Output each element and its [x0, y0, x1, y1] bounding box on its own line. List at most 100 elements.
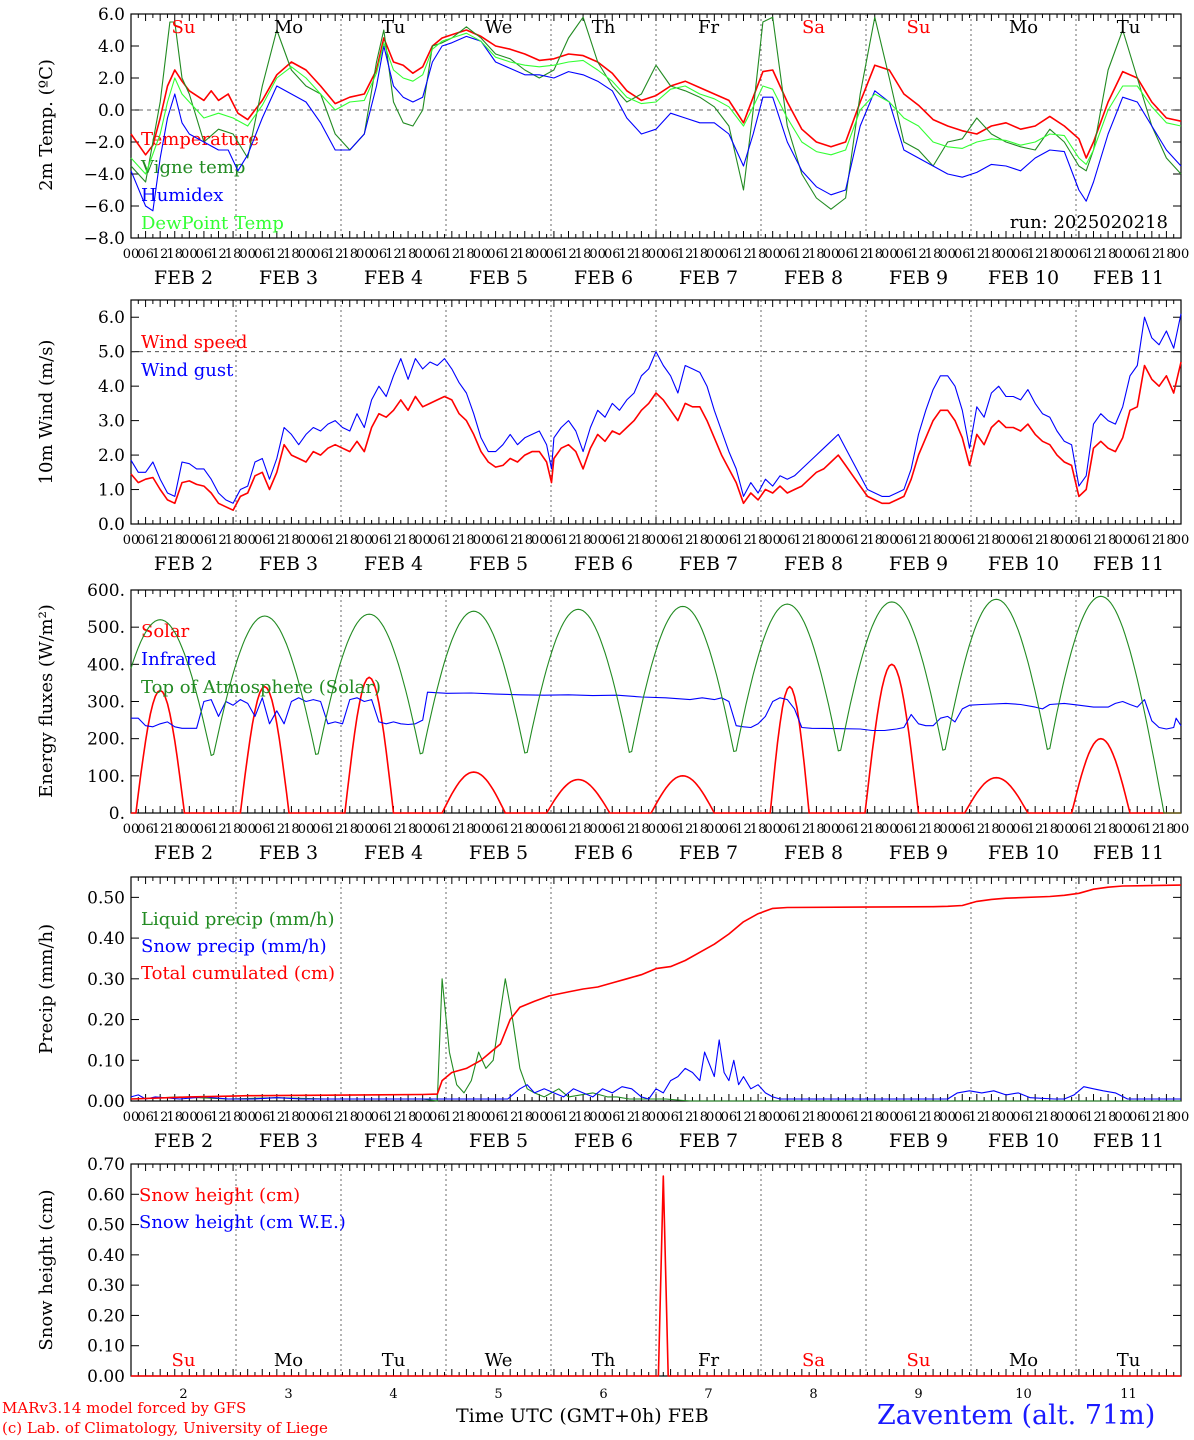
hour-tick-label: 18 [750, 822, 767, 837]
hour-tick-label: 18 [575, 247, 592, 262]
hour-tick-label: 18 [633, 533, 650, 548]
y-tick-label: 100. [87, 767, 125, 787]
hour-tick-label: 18 [166, 822, 183, 837]
hour-tick-label: 12 [269, 822, 286, 837]
hour-tick-label: 12 [327, 533, 344, 548]
date-label: FEB 6 [574, 1130, 633, 1152]
hour-tick-label: 18 [516, 533, 533, 548]
hour-tick-label: 00 [414, 247, 431, 262]
hour-tick-label: 12 [385, 247, 402, 262]
hour-tick-label: 00 [181, 1110, 198, 1125]
hour-tick-label: 00 [1114, 247, 1131, 262]
hour-tick-label: 06 [254, 1110, 271, 1125]
hour-tick-label: 06 [429, 822, 446, 837]
y-tick-label: 0. [109, 804, 125, 824]
day-name-label: Tu [1117, 17, 1141, 38]
hour-tick-label: 00 [998, 247, 1015, 262]
y-tick-label: 0.30 [87, 970, 125, 990]
day-name-label: Tu [1117, 1350, 1141, 1371]
legend-entry: Wind speed [141, 332, 247, 353]
hour-tick-label: 18 [925, 247, 942, 262]
hour-tick-label: 06 [604, 247, 621, 262]
y-tick-label: 4.0 [98, 377, 125, 397]
hour-tick-label: 00 [939, 533, 956, 548]
hour-tick-label: 06 [546, 247, 563, 262]
y-tick-label: 6.0 [98, 308, 125, 328]
day-name-label: Su [172, 1350, 196, 1371]
hour-tick-label: 12 [969, 247, 986, 262]
hour-tick-label: 06 [1071, 822, 1088, 837]
day-name-label: We [485, 1350, 513, 1371]
hour-tick-label: 06 [137, 247, 154, 262]
hour-tick-label: 06 [954, 247, 971, 262]
hour-tick-label: 12 [385, 822, 402, 837]
hour-tick-label: 12 [969, 1110, 986, 1125]
hour-tick-label: 12 [619, 822, 636, 837]
date-label: FEB 2 [154, 553, 213, 575]
hour-tick-label: 18 [1041, 533, 1058, 548]
hour-tick-label: 00 [706, 1110, 723, 1125]
hour-tick-label: 00 [531, 1110, 548, 1125]
hour-tick-label: 00 [356, 822, 373, 837]
date-label: FEB 7 [679, 1130, 738, 1152]
y-axis-title: Snow height (cm) [36, 1189, 57, 1350]
hour-tick-label: 12 [327, 1110, 344, 1125]
hour-tick-label: 12 [735, 1110, 752, 1125]
y-tick-label: 5.0 [98, 343, 125, 363]
hour-tick-label: 18 [1041, 247, 1058, 262]
hour-tick-label: 18 [691, 1110, 708, 1125]
hour-tick-label: 12 [502, 533, 519, 548]
hour-tick-label: 18 [283, 533, 300, 548]
hour-tick-label: 00 [764, 822, 781, 837]
hour-tick-label: 18 [283, 1110, 300, 1125]
hour-tick-label: 18 [400, 822, 417, 837]
date-label: FEB 9 [889, 1130, 948, 1152]
series-line-wind-speed [130, 361, 1182, 511]
hour-tick-label: 00 [881, 247, 898, 262]
series-line-dewpoint-temp [130, 32, 1182, 175]
legend-entry: Top of Atmosphere (Solar) [141, 677, 381, 698]
hour-tick-label: 06 [721, 822, 738, 837]
legend-entry: Humidex [141, 185, 223, 206]
hour-tick-label: 06 [429, 247, 446, 262]
hour-tick-label: 06 [721, 247, 738, 262]
hour-tick-label: 00 [706, 822, 723, 837]
date-label: FEB 2 [154, 267, 213, 289]
y-tick-label: 2.0 [98, 69, 125, 89]
hour-tick-label: 18 [166, 533, 183, 548]
hour-tick-label: 06 [954, 533, 971, 548]
hour-tick-label: 06 [837, 1110, 854, 1125]
hour-tick-label: 12 [210, 1110, 227, 1125]
hour-tick-label: 06 [429, 533, 446, 548]
hour-tick-label: 12 [735, 822, 752, 837]
hour-tick-label: 06 [1012, 822, 1029, 837]
hour-tick-label: 18 [1158, 1110, 1175, 1125]
hour-tick-label: 12 [619, 247, 636, 262]
hour-tick-label: 12 [444, 533, 461, 548]
day-name-label: Sa [802, 17, 825, 38]
hour-tick-label: 00 [298, 1110, 315, 1125]
hour-tick-label: 06 [721, 1110, 738, 1125]
hour-tick-label: 18 [575, 533, 592, 548]
hour-tick-label: 12 [269, 247, 286, 262]
hour-tick-label: 00 [648, 1110, 665, 1125]
day-name-label: Sa [802, 1350, 825, 1371]
legend-entry: Snow height (cm) [139, 1185, 300, 1206]
date-label: FEB 10 [988, 267, 1059, 289]
hour-tick-label: 00 [1173, 533, 1190, 548]
hour-tick-label: 00 [123, 533, 140, 548]
hour-tick-label: 00 [706, 533, 723, 548]
hour-tick-label: 06 [371, 1110, 388, 1125]
hour-tick-label: 12 [210, 533, 227, 548]
hour-tick-label: 12 [794, 247, 811, 262]
date-label: FEB 11 [1093, 267, 1164, 289]
date-label: FEB 10 [988, 842, 1059, 864]
hour-tick-label: 18 [225, 247, 242, 262]
hour-tick-label: 06 [1129, 1110, 1146, 1125]
hour-tick-label: 12 [560, 1110, 577, 1125]
day-name-label: Fr [698, 1350, 719, 1371]
y-tick-label: −2.0 [84, 133, 125, 153]
hour-tick-label: 00 [881, 533, 898, 548]
hour-tick-label: 12 [852, 533, 869, 548]
legend-entry: Liquid precip (mm/h) [141, 909, 335, 930]
